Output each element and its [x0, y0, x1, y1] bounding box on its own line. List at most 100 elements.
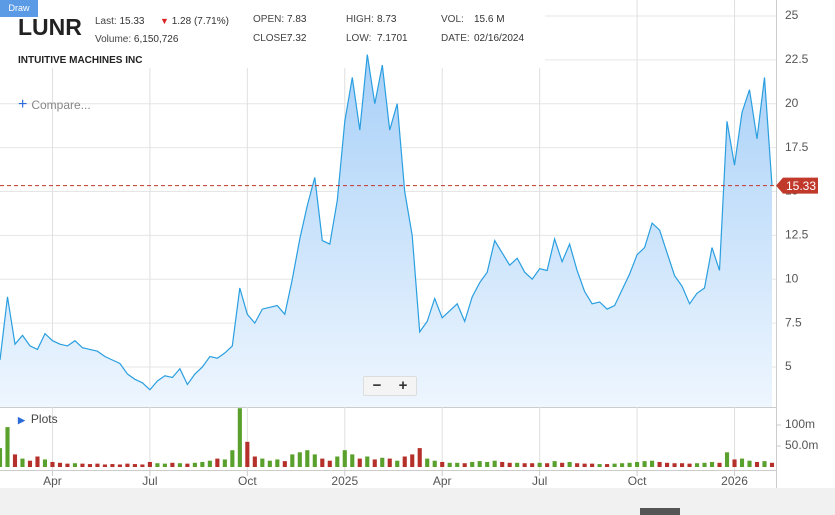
volume-info: Volume: 6,150,726 [95, 34, 178, 45]
volume-bar [440, 461, 445, 467]
label[interactable]: Plots [30, 412, 58, 426]
x-tick-label: Jul [532, 474, 547, 488]
company-name: INTUITIVE MACHINES INC [18, 55, 143, 66]
volume-bar [267, 460, 272, 467]
draw-button[interactable]: Draw [0, 0, 38, 17]
value: 15.6 M [474, 14, 505, 25]
zoom-out[interactable]: − [372, 377, 382, 394]
volume-bar [80, 463, 85, 467]
volume-bar [769, 462, 775, 467]
plots-toggle[interactable]: ▶ Plots [18, 412, 58, 426]
volume-bar [694, 463, 700, 467]
volume-bar [252, 456, 257, 467]
price-line [0, 54, 773, 391]
volume-bar [515, 462, 520, 467]
label[interactable]: Compare... [31, 98, 91, 112]
volume-bar [87, 464, 93, 467]
y-tick-label: 22.5 [785, 52, 809, 66]
scroll-strip[interactable] [0, 488, 835, 515]
volume-bar [282, 461, 287, 467]
volume-bar [275, 459, 280, 467]
volume-bar [260, 458, 265, 467]
volume-bar [732, 459, 737, 467]
value: 6,150,726 [133, 34, 179, 45]
x-tick-label: Oct [628, 474, 647, 488]
volume-bar [200, 461, 205, 467]
volume-bar [215, 458, 220, 467]
value: 7.83 [287, 14, 307, 25]
volume-bar [545, 463, 550, 467]
volume-bar [477, 461, 482, 467]
volume-bar [665, 462, 670, 467]
volume-bar [687, 463, 692, 467]
last-price: Last: 15.33 [95, 16, 145, 27]
change: ▼ 1.28 (7.71%) [160, 16, 229, 27]
volume-bar [102, 464, 107, 467]
volume-bar [177, 463, 182, 467]
volume-bar [312, 454, 317, 467]
volume-bar [95, 463, 100, 467]
volume-bar [155, 463, 160, 467]
label: CLOSE: [253, 33, 290, 44]
y-tick-label: 10 [785, 271, 799, 285]
volume-bar [27, 460, 33, 467]
label: Last: [95, 16, 117, 27]
volume-bar [560, 462, 565, 467]
label: DATE: [441, 33, 470, 44]
y2-tick-label: 100m [785, 417, 815, 431]
volume-bar [620, 463, 625, 467]
volume-bar [717, 462, 722, 467]
volume-bar [462, 463, 467, 467]
x-tick-label: Jul [142, 474, 157, 488]
volume-bar [110, 464, 115, 467]
volume-bar [140, 464, 145, 467]
volume-bar [117, 464, 122, 467]
volume-bar [125, 463, 130, 467]
volume-bar [327, 460, 332, 467]
volume-bar [590, 463, 595, 467]
y-tick-label: 7.5 [785, 315, 802, 329]
volume-bar [642, 461, 647, 467]
volume-bar [372, 459, 377, 467]
compare-button[interactable]: + Compare... [18, 96, 91, 113]
volume-bar [50, 461, 55, 467]
volume-bar [402, 456, 407, 467]
volume-bar [530, 463, 535, 467]
volume-bar [5, 427, 10, 467]
volume-bar [567, 461, 572, 467]
volume-bar [147, 461, 152, 467]
volume-bar [342, 450, 347, 467]
value: 1.28 (7.71%) [171, 16, 229, 27]
price-area [0, 54, 772, 407]
label: VOL: [441, 14, 464, 25]
volume-bar [447, 462, 452, 467]
value: 02/16/2024 [474, 33, 525, 44]
volume-bar [552, 461, 557, 467]
volume-bar [192, 462, 197, 467]
value: 7.1701 [377, 33, 408, 44]
zoom-in[interactable]: + [398, 377, 408, 394]
volume-bar [335, 456, 340, 467]
volume-bar [65, 463, 70, 467]
symbol: LUNR [18, 14, 82, 40]
scroll-handle[interactable] [640, 508, 680, 515]
volume-bar [709, 461, 715, 467]
volume-bar [170, 462, 175, 467]
volume-bar [747, 460, 752, 467]
volume-bar [237, 408, 242, 467]
volume-bar [222, 459, 227, 467]
volume-bar [432, 460, 437, 467]
volume-bar [0, 448, 3, 467]
volume-bar [72, 463, 78, 467]
value: 8.73 [377, 14, 397, 25]
volume-bar [42, 459, 48, 467]
volume-bar [582, 463, 587, 467]
volume-bar [612, 463, 617, 467]
volume-bar [297, 452, 302, 467]
y-tick-label: 20 [785, 96, 799, 110]
value: 15.33 [119, 16, 145, 27]
volume-bar [57, 462, 63, 467]
volume-bar [739, 458, 745, 467]
label: HIGH: [346, 14, 374, 25]
